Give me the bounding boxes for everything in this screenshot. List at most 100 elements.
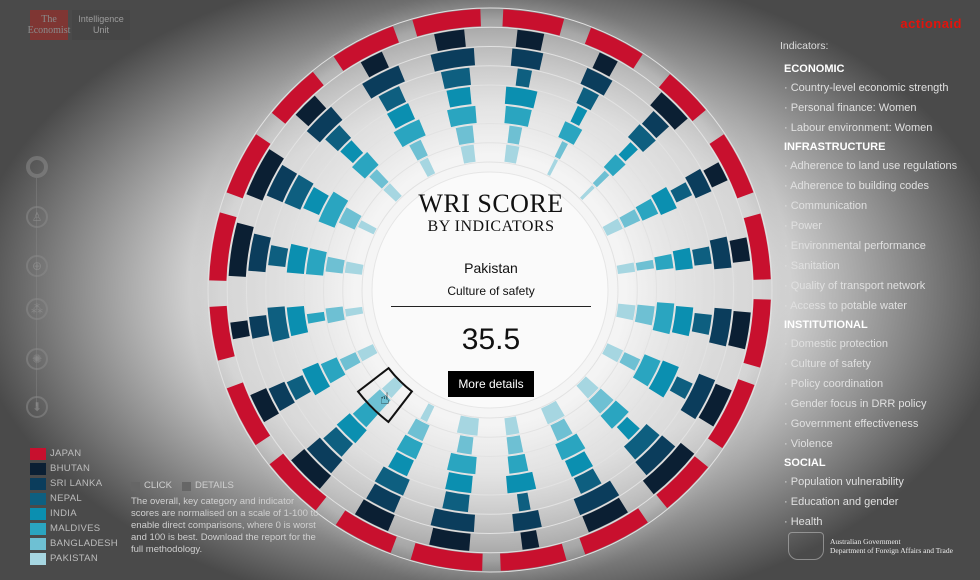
bar-pakistan[interactable] <box>381 376 404 399</box>
bar-sri-lanka[interactable] <box>510 48 544 71</box>
bar-maldives[interactable] <box>507 453 529 474</box>
bar-pakistan[interactable] <box>344 261 364 275</box>
bar-india[interactable] <box>286 306 309 337</box>
indicator-item[interactable]: Personal finance: Women <box>784 98 975 118</box>
bar-india[interactable] <box>386 103 416 129</box>
bar-japan[interactable] <box>410 543 483 571</box>
bar-bangladesh[interactable] <box>367 389 391 413</box>
bar-bhutan[interactable] <box>515 29 545 51</box>
bar-bangladesh[interactable] <box>635 259 655 271</box>
bar-pakistan[interactable] <box>358 220 377 235</box>
bar-pakistan[interactable] <box>420 403 435 422</box>
bar-maldives[interactable] <box>306 311 326 324</box>
indicator-item[interactable]: Communication <box>784 196 975 216</box>
bar-nepal[interactable] <box>573 468 602 494</box>
bar-pakistan[interactable] <box>602 218 623 236</box>
globe-icon[interactable]: ⊕ <box>26 255 48 277</box>
bar-sri-lanka[interactable] <box>306 437 343 474</box>
bar-bangladesh[interactable] <box>407 418 430 442</box>
bar-bhutan[interactable] <box>246 149 284 201</box>
bar-bhutan[interactable] <box>698 383 732 427</box>
bar-bangladesh[interactable] <box>339 352 361 371</box>
bar-sri-lanka[interactable] <box>248 233 271 273</box>
indicator-item[interactable]: Education and gender <box>784 492 975 512</box>
economist-logo[interactable]: The Economist <box>28 10 70 40</box>
bar-maldives[interactable] <box>652 302 675 335</box>
bar-nepal[interactable] <box>378 86 407 112</box>
grid-circles-icon[interactable]: ⁂ <box>26 298 48 320</box>
legend-item[interactable]: BHUTAN <box>30 461 118 476</box>
bar-india[interactable] <box>340 140 364 164</box>
bar-nepal[interactable] <box>323 426 354 457</box>
bar-pakistan[interactable] <box>383 183 402 202</box>
bar-bangladesh[interactable] <box>369 169 389 189</box>
bar-bhutan[interactable] <box>295 95 327 127</box>
bar-nepal[interactable] <box>692 246 712 266</box>
indicator-item[interactable]: Population vulnerability <box>784 472 975 492</box>
bar-nepal[interactable] <box>669 376 693 399</box>
indicator-item[interactable]: Adherence to building codes <box>784 176 975 196</box>
bar-pakistan[interactable] <box>456 415 479 436</box>
bar-maldives[interactable] <box>654 254 674 271</box>
bar-india[interactable] <box>446 86 472 108</box>
bar-india[interactable] <box>302 362 331 396</box>
indicator-item[interactable]: Quality of transport network <box>784 276 975 296</box>
bar-india[interactable] <box>445 472 473 494</box>
bar-japan[interactable] <box>209 212 237 281</box>
bar-japan[interactable] <box>226 382 271 446</box>
bar-nepal[interactable] <box>267 306 290 342</box>
bar-pakistan[interactable] <box>580 185 595 200</box>
bar-pakistan[interactable] <box>419 157 436 178</box>
bar-japan[interactable] <box>335 510 397 553</box>
bar-india[interactable] <box>648 360 679 398</box>
bar-japan[interactable] <box>412 9 481 37</box>
bar-maldives[interactable] <box>632 354 661 387</box>
bar-bhutan[interactable] <box>642 442 695 495</box>
bar-india[interactable] <box>564 451 594 477</box>
indicator-item[interactable]: Violence <box>784 434 975 454</box>
indicator-item[interactable]: Government effectiveness <box>784 414 975 434</box>
bar-nepal[interactable] <box>623 423 660 460</box>
bar-japan[interactable] <box>500 543 567 571</box>
bar-maldives[interactable] <box>600 400 629 429</box>
legend-item[interactable]: NEPAL <box>30 491 118 506</box>
bar-bhutan[interactable] <box>703 162 728 188</box>
bar-bangladesh[interactable] <box>338 207 362 230</box>
bar-nepal[interactable] <box>627 124 656 153</box>
bar-sri-lanka[interactable] <box>306 106 343 143</box>
indicator-item[interactable]: Power <box>784 216 975 236</box>
indicator-category[interactable]: ECONOMIC <box>784 63 845 75</box>
bar-india[interactable] <box>504 86 538 109</box>
bar-maldives[interactable] <box>504 105 532 127</box>
bar-maldives[interactable] <box>447 452 477 475</box>
bar-sri-lanka[interactable] <box>641 110 670 139</box>
bar-bhutan[interactable] <box>434 29 466 52</box>
bar-japan[interactable] <box>271 71 324 124</box>
legend-item[interactable]: PAKISTAN <box>30 551 118 566</box>
bar-india[interactable] <box>671 306 694 337</box>
bar-bhutan[interactable] <box>728 311 751 350</box>
bar-sri-lanka[interactable] <box>266 164 298 203</box>
bar-bhutan[interactable] <box>230 320 250 340</box>
bar-bangladesh[interactable] <box>409 139 428 161</box>
indicator-item[interactable]: Domestic protection <box>784 334 975 354</box>
download-icon[interactable]: ⬇ <box>26 396 48 418</box>
bar-nepal[interactable] <box>374 466 410 496</box>
bar-bangladesh[interactable] <box>325 256 345 274</box>
indicator-item[interactable]: Policy coordination <box>784 374 975 394</box>
bar-maldives[interactable] <box>447 105 477 128</box>
indicator-item[interactable]: Labour environment: Women <box>784 118 975 138</box>
bar-maldives[interactable] <box>393 119 426 148</box>
bar-bangladesh[interactable] <box>554 141 568 160</box>
bar-japan[interactable] <box>269 453 327 511</box>
bar-bangladesh[interactable] <box>506 435 524 455</box>
bar-maldives[interactable] <box>603 154 626 177</box>
bar-japan[interactable] <box>579 508 648 555</box>
bar-bhutan[interactable] <box>592 52 618 77</box>
bar-bangladesh[interactable] <box>456 435 474 455</box>
bar-maldives[interactable] <box>351 151 379 179</box>
bar-sri-lanka[interactable] <box>685 168 712 199</box>
bar-nepal[interactable] <box>268 245 289 268</box>
bar-nepal[interactable] <box>670 182 693 203</box>
bar-pakistan[interactable] <box>541 400 565 425</box>
